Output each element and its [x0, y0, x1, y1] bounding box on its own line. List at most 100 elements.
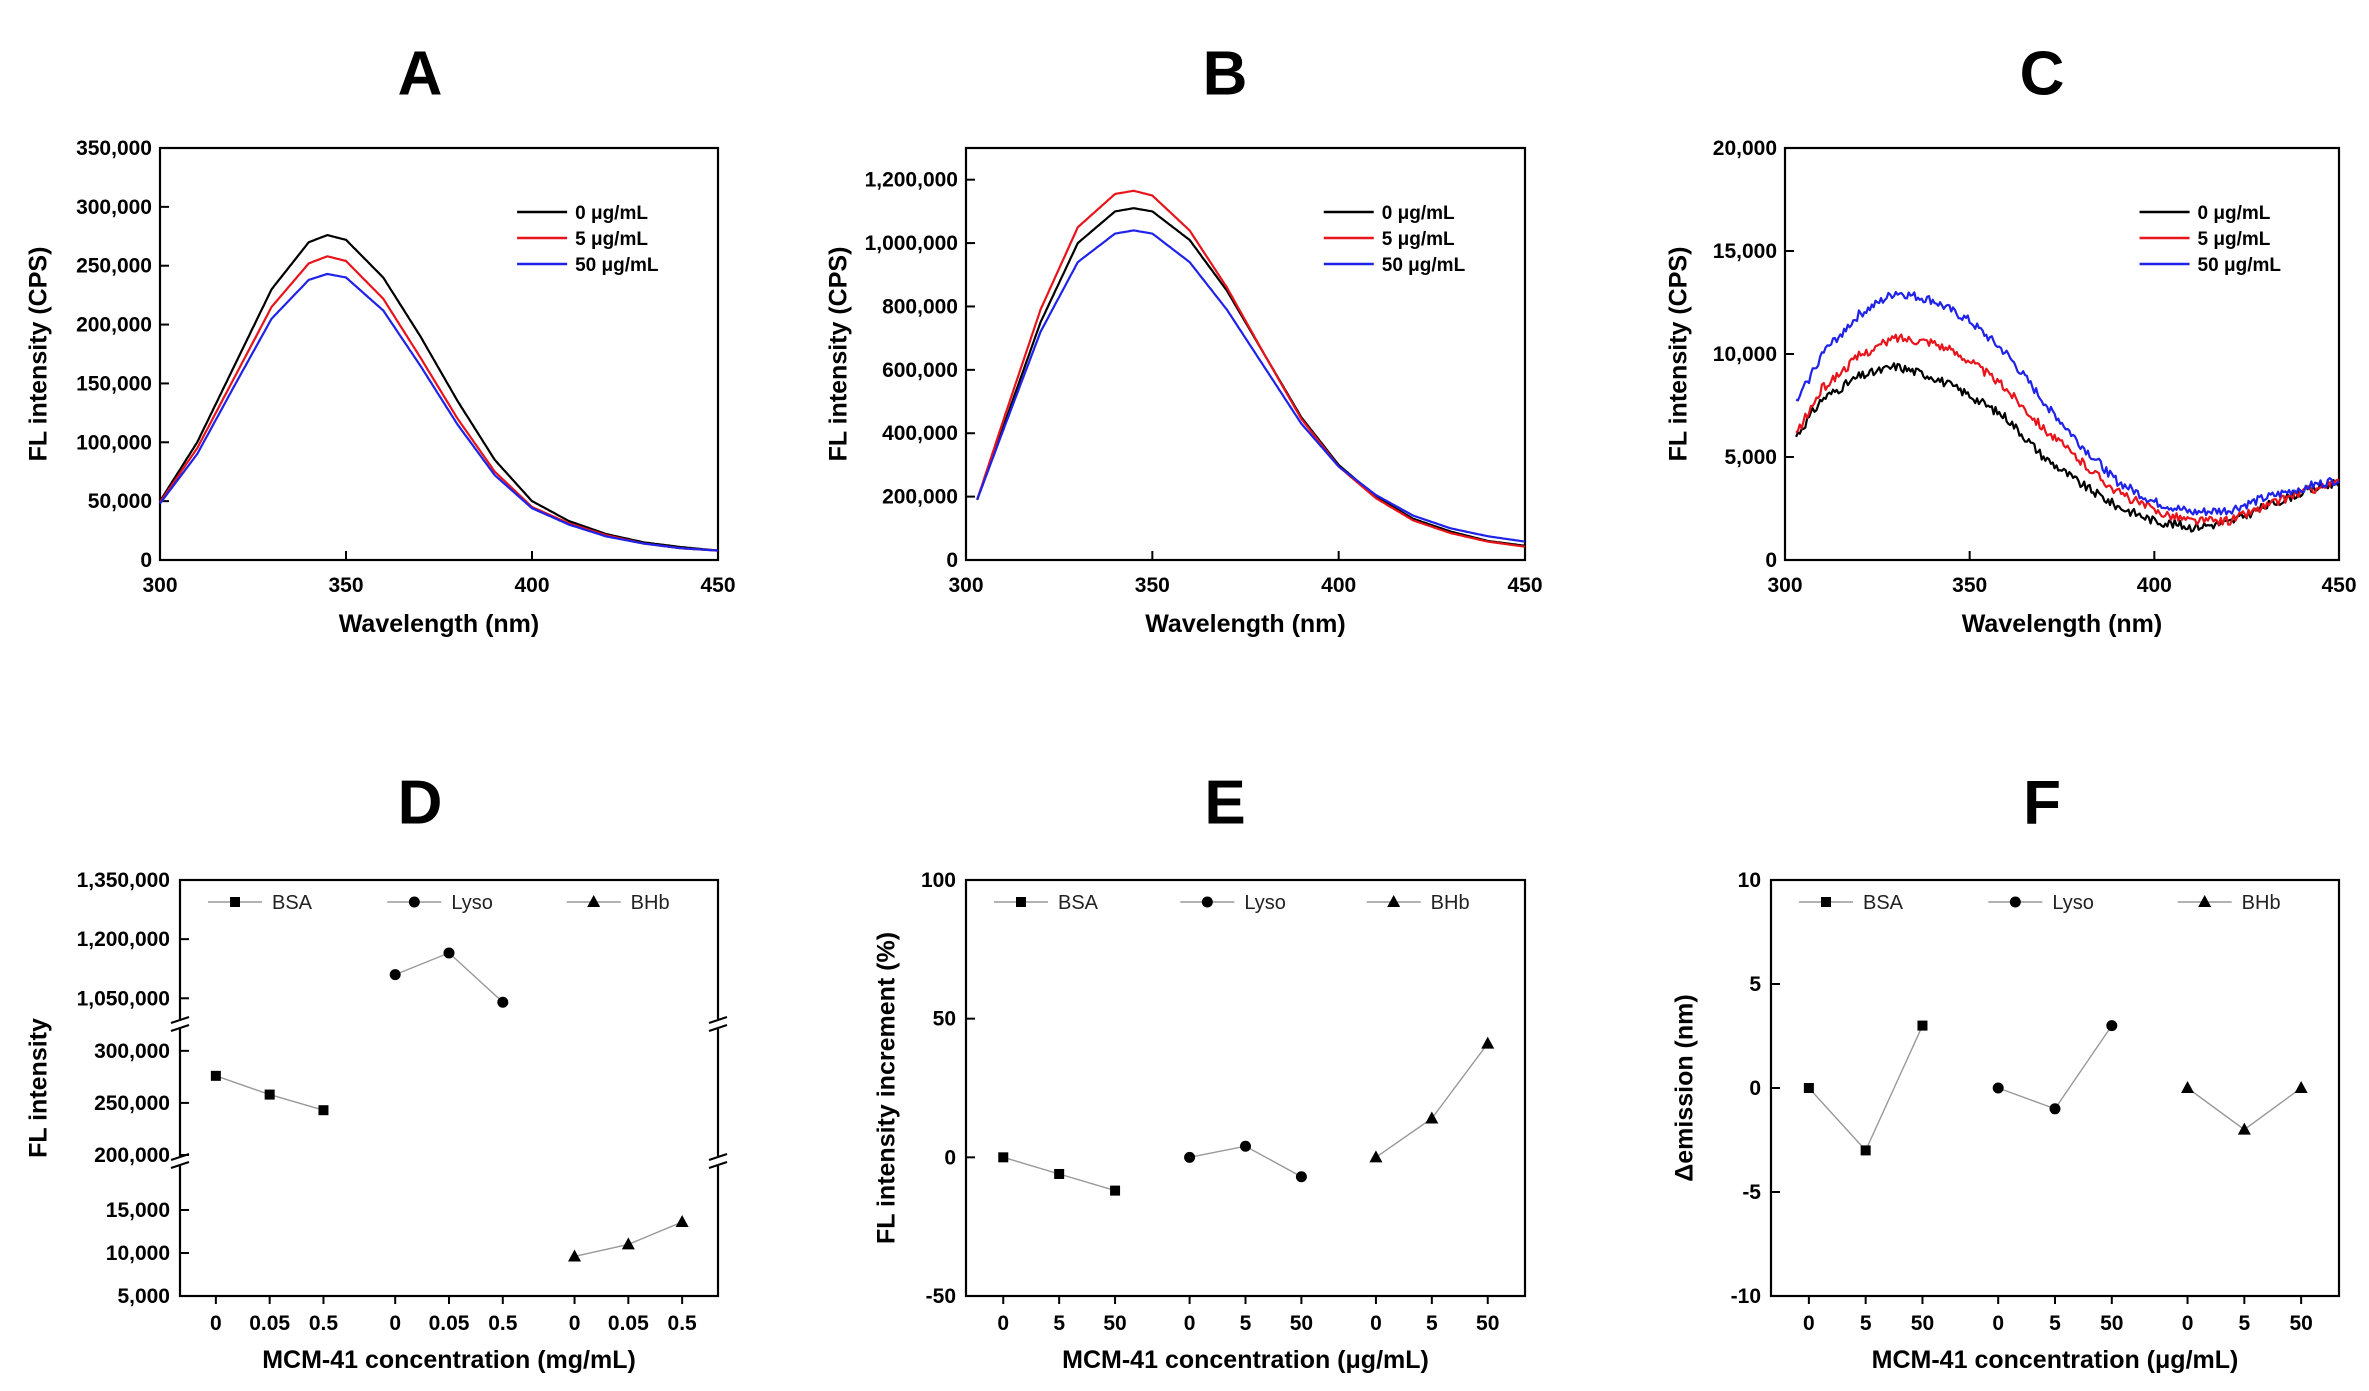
- x-tick-label: 350: [328, 574, 363, 597]
- y-tick-label: 0: [1765, 549, 1777, 572]
- x-tick-label: 350: [1135, 574, 1170, 597]
- x-axis-title: Wavelength (nm): [1962, 610, 2162, 638]
- x-tick-label: 50: [1290, 1312, 1313, 1335]
- panel-letter: D: [398, 768, 443, 837]
- x-tick-label: 50: [1911, 1312, 1934, 1335]
- data-point-lyso: [1992, 1082, 2004, 1094]
- y-axis-title: FL intensity (CPS): [1665, 247, 1693, 462]
- legend-label-1: 5 μg/mL: [1382, 229, 1455, 250]
- chart-panel-c: C Wavelength (nm) FL intensity (CPS) 300 350…: [1665, 39, 2357, 638]
- y-tick-label: 1,200,000: [77, 928, 170, 951]
- x-tick-label: 0: [2182, 1312, 2194, 1335]
- data-point-lyso: [2106, 1020, 2118, 1032]
- chart-panel-a: A Wavelength (nm) FL intensity (CPS) 300 350…: [25, 39, 736, 638]
- axis-break-mark: [170, 1161, 190, 1169]
- y-tick-label: 0: [1749, 1077, 1761, 1100]
- x-tick-label: 0: [210, 1312, 222, 1335]
- y-tick-label: 0: [944, 1146, 956, 1169]
- data-point-lyso: [1295, 1171, 1307, 1183]
- x-tick-label: 350: [1952, 574, 1987, 597]
- legend-marker-2: [587, 895, 601, 907]
- legend-label-2: 50 μg/mL: [1382, 255, 1466, 276]
- legend-label-0: 0 μg/mL: [575, 203, 648, 224]
- x-axis-title: Wavelength (nm): [339, 610, 539, 638]
- x-tick-label: 0.5: [309, 1312, 339, 1335]
- data-point-bhb: [1481, 1036, 1495, 1049]
- y-axis-title: FL intensity increment (%): [873, 932, 901, 1244]
- chart-panel-e: E MCM-41 concentration (μg/mL) FL intensit…: [873, 768, 1527, 1374]
- legend-marker-0: [1821, 897, 1831, 907]
- legend-marker-0: [230, 897, 240, 907]
- axis-break-mark: [170, 1024, 190, 1032]
- y-tick-label: -5: [1742, 1181, 1761, 1204]
- y-tick-label: 10,000: [1713, 343, 1777, 366]
- y-tick-label: 50: [933, 1008, 956, 1031]
- panel-letter: F: [2023, 768, 2061, 837]
- x-tick-label: 0.5: [668, 1312, 698, 1335]
- y-axis-title: FL intensity (CPS): [25, 247, 53, 462]
- y-tick-label: 300,000: [94, 1040, 170, 1063]
- legend-label-2: BHb: [631, 892, 670, 914]
- x-tick-label: 0: [389, 1312, 401, 1335]
- axis-break-mark: [708, 1016, 728, 1024]
- x-tick-label: 0: [1992, 1312, 2004, 1335]
- x-axis-title: Wavelength (nm): [1145, 610, 1345, 638]
- y-tick-label: 250,000: [76, 255, 152, 278]
- legend-label-1: 5 μg/mL: [575, 229, 648, 250]
- y-tick-label: 400,000: [882, 422, 958, 445]
- legend-label-1: Lyso: [451, 892, 493, 914]
- series-line-1: [1795, 333, 2340, 527]
- axis-break-mark: [708, 1161, 728, 1169]
- y-axis-title: FL intensity: [25, 1018, 53, 1158]
- y-tick-label: 20,000: [1713, 137, 1777, 160]
- x-tick-label: 0.5: [488, 1312, 518, 1335]
- legend-marker-1: [408, 896, 420, 908]
- axis-break-gap: [708, 1156, 728, 1166]
- x-tick-label: 0: [1184, 1312, 1196, 1335]
- data-point-bsa: [998, 1152, 1009, 1163]
- data-point-bhb: [2294, 1081, 2308, 1093]
- axis-break-mark: [708, 1024, 728, 1032]
- x-tick-label: 50: [2100, 1312, 2123, 1335]
- y-tick-label: 300,000: [76, 196, 152, 219]
- series-line-2: [159, 272, 719, 552]
- data-point-lyso: [443, 947, 455, 959]
- axis-break-mark: [708, 1153, 728, 1161]
- legend-marker-1: [2009, 896, 2021, 908]
- data-point-lyso: [389, 969, 401, 981]
- data-point-bsa: [1110, 1185, 1121, 1196]
- x-tick-label: 300: [142, 574, 177, 597]
- x-tick-label: 5: [1426, 1312, 1438, 1335]
- plot-frame: [964, 146, 1527, 562]
- y-tick-label: 100,000: [76, 431, 152, 454]
- legend-label-0: BSA: [1058, 892, 1099, 914]
- data-point-bhb: [675, 1215, 689, 1228]
- data-point-lyso: [2049, 1103, 2061, 1115]
- y-tick-label: 600,000: [882, 359, 958, 382]
- x-tick-label: 0: [1370, 1312, 1382, 1335]
- legend-label-1: Lyso: [1244, 892, 1286, 914]
- y-tick-label: 5,000: [1724, 446, 1777, 469]
- x-tick-label: 0.05: [249, 1312, 290, 1335]
- axis-break-gap: [170, 1019, 190, 1029]
- data-point-bhb: [1425, 1111, 1439, 1124]
- y-tick-label: 0: [946, 549, 958, 572]
- legend-marker-0: [1016, 897, 1026, 907]
- x-tick-label: 300: [948, 574, 983, 597]
- legend-label-1: Lyso: [2052, 892, 2094, 914]
- y-tick-label: 0: [140, 549, 152, 572]
- panel-letter: B: [1203, 39, 1248, 108]
- y-tick-label: 1,050,000: [77, 987, 170, 1010]
- x-tick-label: 450: [700, 574, 735, 597]
- data-point-bhb: [2181, 1081, 2195, 1093]
- chart-panel-f: F MCM-41 concentration (μg/mL) Δemission (…: [1671, 768, 2341, 1374]
- y-tick-label: 350,000: [76, 137, 152, 160]
- chart-panel-b: B Wavelength (nm) FL intensity (CPS) 300 350…: [825, 39, 1543, 638]
- data-point-bsa: [264, 1089, 275, 1100]
- data-point-lyso: [1240, 1140, 1251, 1152]
- series-line-1: [976, 189, 1526, 548]
- x-tick-label: 5: [2049, 1312, 2061, 1335]
- x-tick-label: 450: [1507, 574, 1542, 597]
- y-tick-label: 15,000: [106, 1199, 170, 1222]
- legend-label-2: 50 μg/mL: [2198, 255, 2282, 276]
